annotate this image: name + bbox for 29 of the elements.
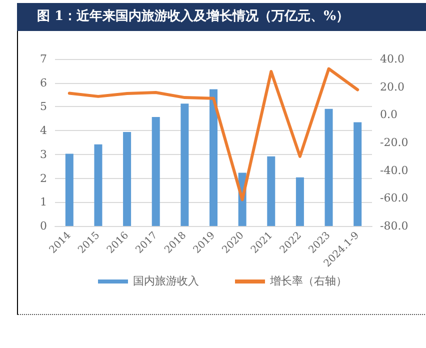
y-tick-label: 5 bbox=[40, 100, 47, 114]
bar bbox=[152, 116, 160, 226]
y2-tick-label: 20.0 bbox=[380, 80, 404, 94]
y-tick-label: 0 bbox=[40, 220, 47, 232]
bar bbox=[65, 154, 74, 226]
legend-label: 增长率（右轴） bbox=[269, 274, 347, 288]
y2-tick-label: -20.0 bbox=[380, 136, 408, 149]
y-tick-label: 2 bbox=[40, 172, 47, 185]
bar bbox=[296, 177, 304, 226]
bar bbox=[180, 104, 189, 226]
y2-tick-label: 40.0 bbox=[380, 52, 404, 66]
line-series bbox=[68, 67, 360, 202]
bar bbox=[210, 89, 218, 226]
bar bbox=[267, 156, 276, 226]
y-tick-label: 4 bbox=[40, 124, 47, 138]
y2-tick-label: 0.0 bbox=[380, 108, 398, 122]
chart-title: 图 1：近年来国内旅游收入及增长情况（万亿元、%） bbox=[17, 3, 426, 31]
y2-tick-label: -60.0 bbox=[380, 192, 408, 205]
bar bbox=[324, 108, 333, 226]
y2-tick-label: -80.0 bbox=[380, 220, 408, 232]
legend-label: 国内旅游收入 bbox=[133, 274, 199, 288]
bar bbox=[94, 144, 102, 226]
y-tick-label: 6 bbox=[40, 76, 47, 90]
bar bbox=[123, 132, 132, 226]
bar bbox=[354, 122, 362, 226]
y-tick-label: 3 bbox=[40, 148, 47, 161]
y2-tick-label: -40.0 bbox=[380, 164, 408, 177]
y-tick-label: 1 bbox=[40, 196, 47, 209]
y-tick-label: 7 bbox=[40, 52, 47, 66]
